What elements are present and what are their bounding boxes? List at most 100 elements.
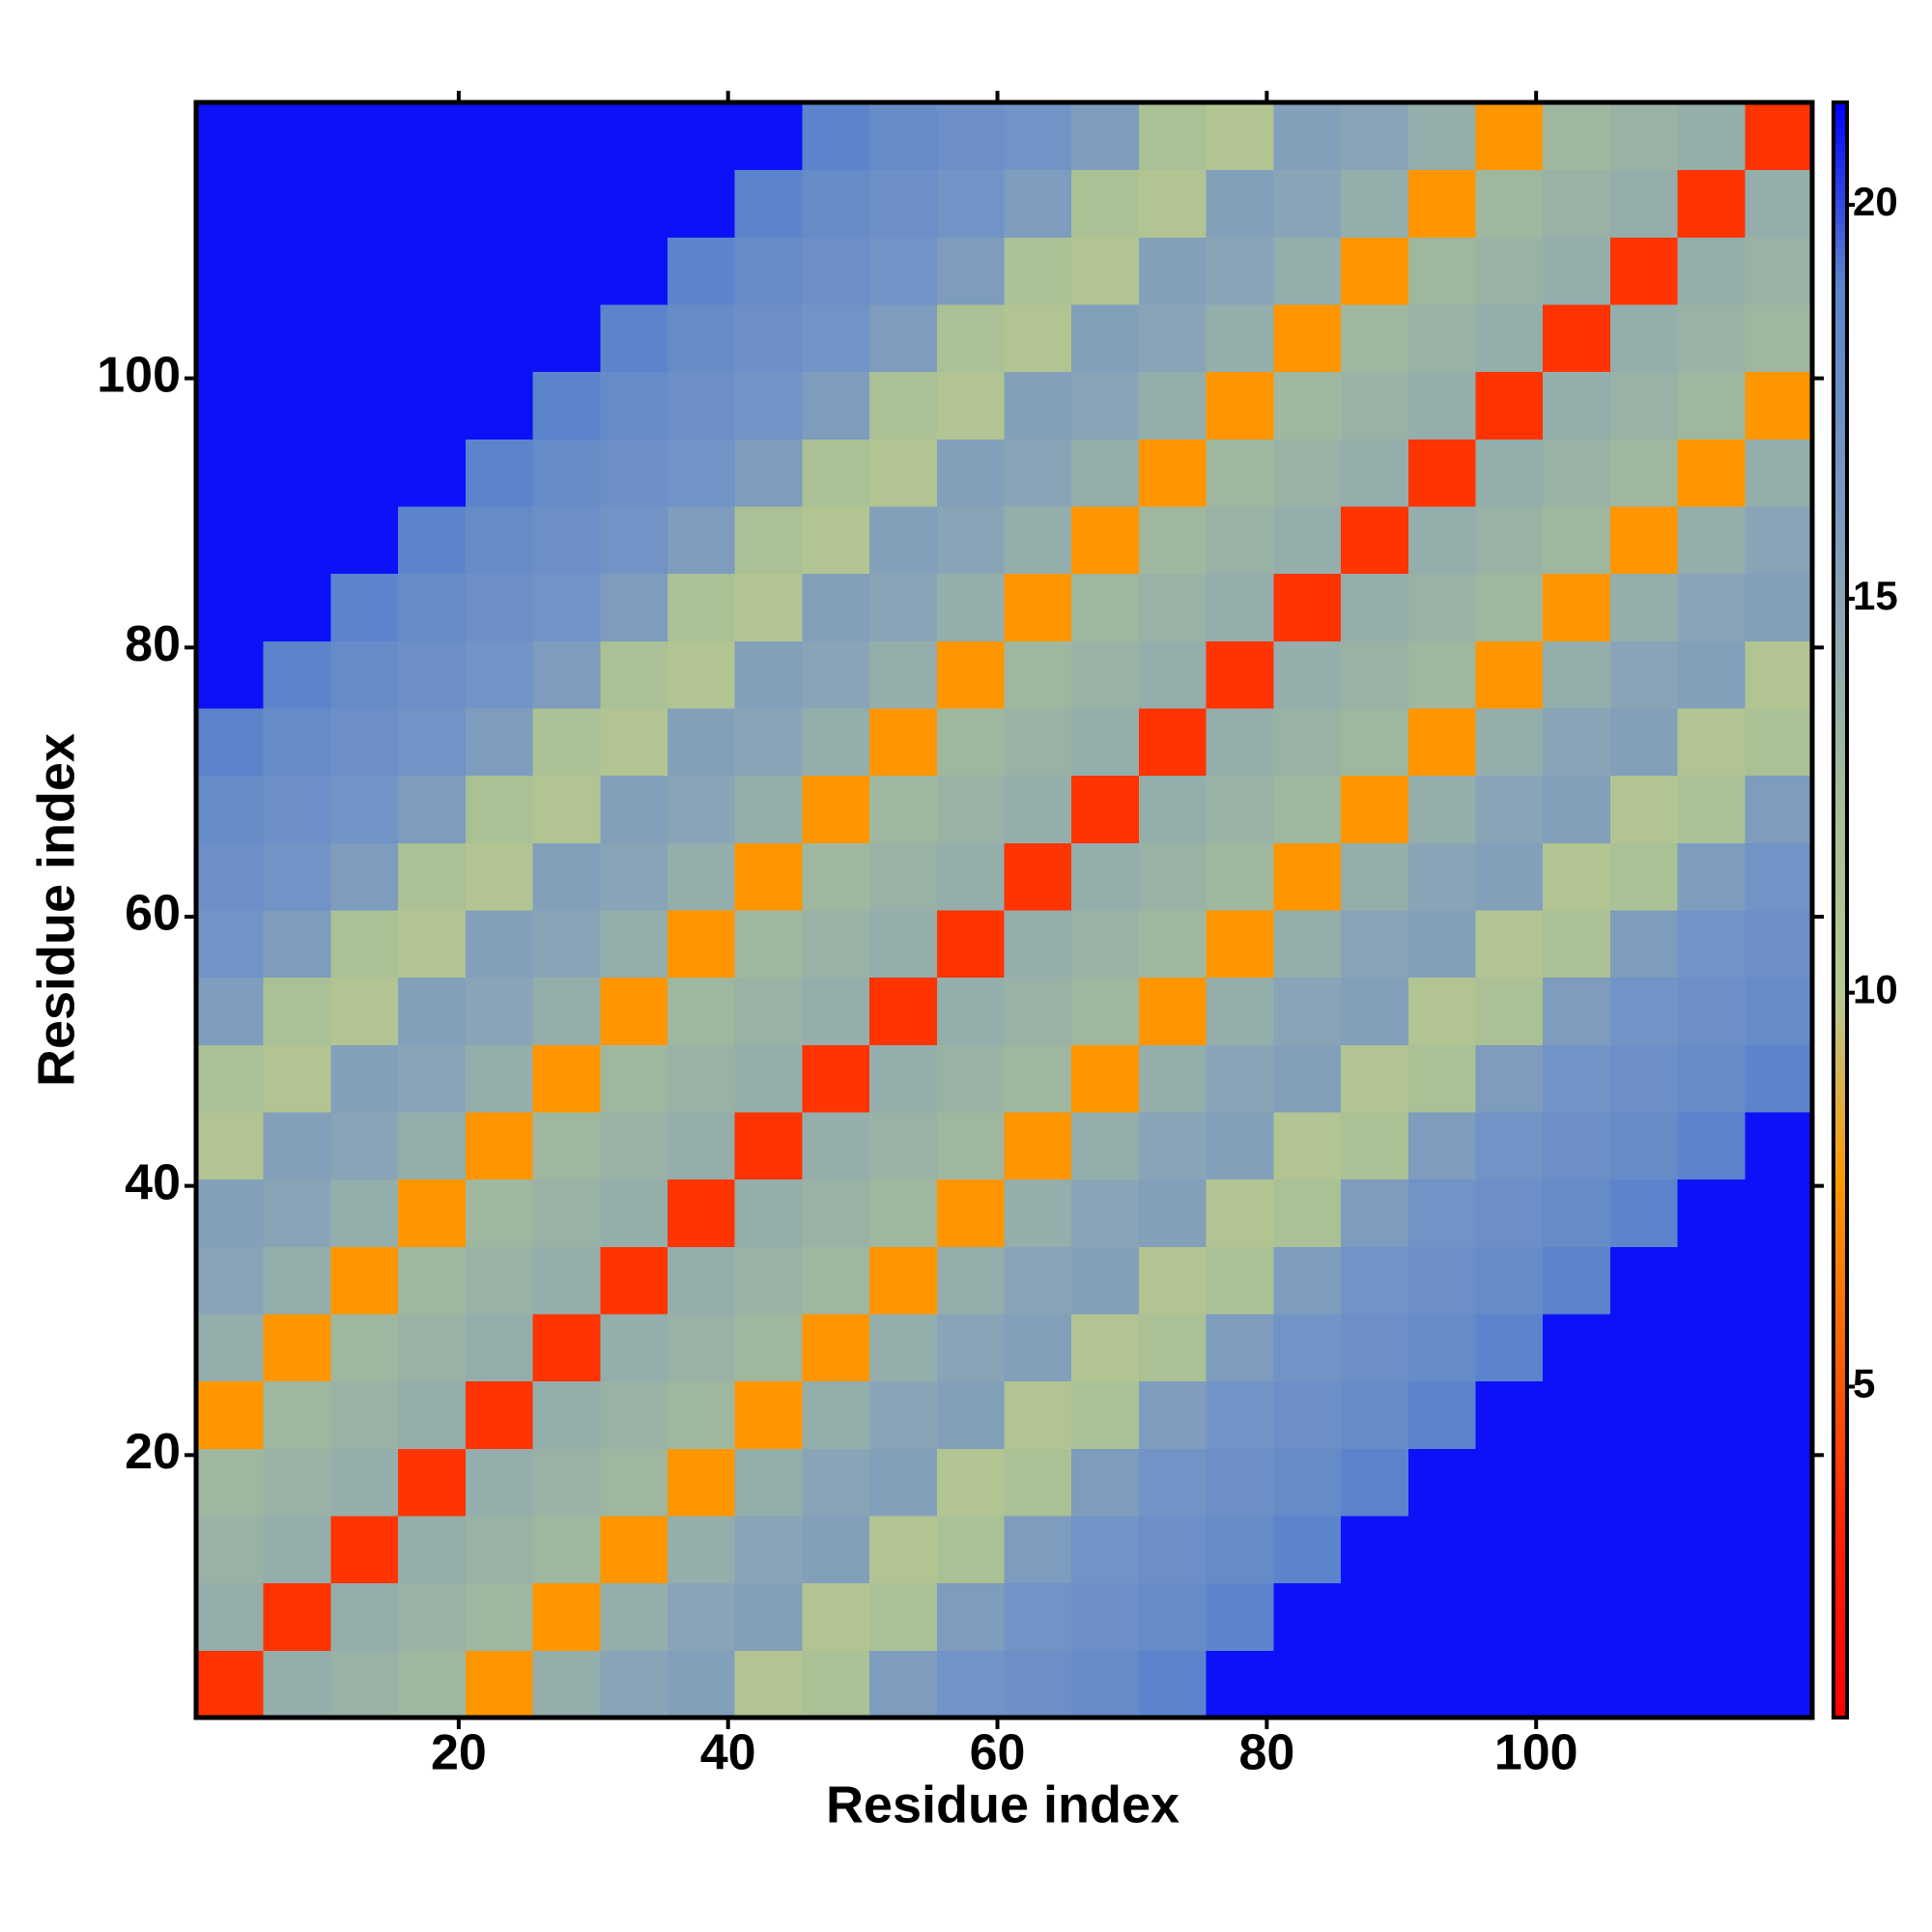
heatmap-cell (1475, 506, 1544, 575)
heatmap-cell (465, 1246, 534, 1315)
heatmap-cell (1071, 506, 1140, 575)
heatmap-cell (1004, 573, 1072, 641)
heatmap-cell (1407, 371, 1476, 440)
heatmap-cell (1206, 1314, 1274, 1382)
colorbar-slice (1833, 1321, 1847, 1331)
heatmap-cell (869, 102, 938, 171)
heatmap-cell (1273, 237, 1342, 305)
heatmap-cell (1609, 1246, 1679, 1315)
colorbar-slice (1833, 1661, 1847, 1670)
heatmap-cell (1407, 910, 1476, 979)
heatmap-cell (1341, 1582, 1409, 1651)
heatmap-cell (1475, 1380, 1544, 1449)
heatmap-cell (532, 506, 601, 575)
heatmap-cell (196, 1179, 265, 1247)
heatmap-cell (936, 640, 1005, 709)
heatmap-cell (869, 506, 938, 575)
heatmap-cell (1341, 1314, 1409, 1382)
x-tick-label: 80 (1238, 1725, 1294, 1781)
heatmap-cell (667, 1380, 736, 1449)
heatmap-cell (330, 102, 399, 171)
heatmap-cell (734, 304, 803, 373)
heatmap-cell (1677, 1380, 1746, 1449)
colorbar-slice (1833, 1394, 1847, 1404)
heatmap-cell (936, 1246, 1005, 1315)
heatmap-cell (1677, 102, 1746, 171)
heatmap-cell (600, 842, 668, 911)
heatmap-cell (196, 1112, 265, 1180)
colorbar-slice (1833, 1435, 1847, 1444)
heatmap-cell (802, 775, 870, 843)
colorbar-slice (1833, 603, 1847, 612)
heatmap-cell (398, 1650, 467, 1719)
colorbar-slice (1833, 748, 1847, 757)
heatmap-cell (1206, 640, 1274, 709)
heatmap-cell (398, 708, 467, 777)
heatmap-cell (532, 169, 601, 238)
heatmap-cell (263, 169, 331, 238)
heatmap-cell (1543, 977, 1611, 1045)
heatmap-cell (1341, 1448, 1409, 1517)
heatmap-cell (1004, 102, 1072, 171)
colorbar-slice (1833, 207, 1847, 216)
heatmap-cell (1543, 169, 1611, 238)
heatmap-cell (802, 439, 870, 507)
heatmap-cell (263, 910, 331, 979)
heatmap-cell (1206, 1044, 1274, 1113)
colorbar-slice (1833, 199, 1847, 209)
colorbar-tick-label: 20 (1853, 179, 1898, 224)
heatmap-cell (1004, 1044, 1072, 1113)
heatmap-cell (600, 1179, 668, 1247)
colorbar-slice (1833, 328, 1847, 337)
heatmap-cell (1745, 977, 1813, 1045)
heatmap-cell (1071, 371, 1140, 440)
colorbar-slice (1833, 546, 1847, 555)
heatmap-cell (532, 1516, 601, 1584)
heatmap-cell (936, 371, 1005, 440)
heatmap-cell (398, 1448, 467, 1517)
heatmap-cell (1677, 371, 1746, 440)
heatmap-cell (802, 506, 870, 575)
heatmap-cell (196, 910, 265, 979)
heatmap-cell (1341, 640, 1409, 709)
heatmap-cell (1677, 573, 1746, 641)
heatmap-cell (1138, 910, 1208, 979)
heatmap-cell (1206, 1582, 1274, 1651)
colorbar-slice (1833, 570, 1847, 580)
heatmap-cell (465, 1314, 534, 1382)
heatmap-cell (1071, 1582, 1140, 1651)
heatmap-cell (1745, 573, 1813, 641)
colorbar-slice (1833, 1402, 1847, 1411)
heatmap-cell (1407, 1112, 1476, 1180)
colorbar-slice (1833, 264, 1847, 273)
heatmap-cell (263, 708, 331, 777)
colorbar-slice (1833, 538, 1847, 548)
colorbar-tick-label: 10 (1853, 967, 1898, 1012)
heatmap-cell (196, 708, 265, 777)
heatmap-cell (1677, 1650, 1746, 1719)
heatmap-cell (734, 640, 803, 709)
heatmap-cell (869, 304, 938, 373)
colorbar-slice (1833, 457, 1847, 467)
colorbar-slice (1833, 271, 1847, 281)
heatmap-cell (667, 506, 736, 575)
heatmap-cell (465, 1112, 534, 1180)
heatmap-cell (1677, 439, 1746, 507)
colorbar-slice (1833, 1612, 1847, 1622)
heatmap-cell (600, 1380, 668, 1449)
heatmap-cell (600, 237, 668, 305)
heatmap-cell (802, 977, 870, 1045)
heatmap-cell (1273, 506, 1342, 575)
colorbar-slice (1833, 190, 1847, 200)
colorbar-slice (1833, 845, 1847, 854)
heatmap-cell (196, 1582, 265, 1651)
heatmap-cell (1609, 1112, 1679, 1180)
heatmap-cell (1341, 169, 1409, 238)
heatmap-cell (1543, 1516, 1611, 1584)
heatmap-cell (398, 439, 467, 507)
heatmap-cell (196, 842, 265, 911)
heatmap-cell (869, 977, 938, 1045)
heatmap-cell (465, 1650, 534, 1719)
heatmap-cell (1206, 506, 1274, 575)
colorbar-slice (1833, 151, 1847, 160)
